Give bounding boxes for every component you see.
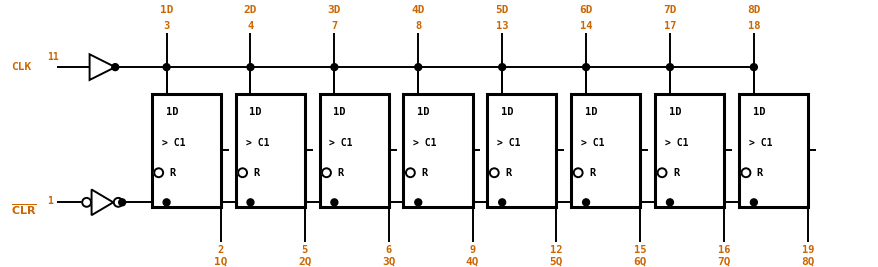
Text: 9: 9 [469, 245, 475, 255]
Text: 1Q: 1Q [214, 257, 227, 266]
FancyBboxPatch shape [571, 94, 640, 207]
Circle shape [163, 199, 169, 206]
Text: 17: 17 [663, 21, 675, 31]
Text: 1D: 1D [160, 5, 173, 15]
Circle shape [750, 64, 757, 70]
Circle shape [666, 64, 673, 70]
Circle shape [119, 199, 126, 206]
Text: 1D: 1D [585, 107, 597, 116]
Circle shape [741, 168, 750, 177]
Text: R: R [169, 168, 176, 178]
Circle shape [498, 199, 505, 206]
Text: R: R [421, 168, 427, 178]
Circle shape [330, 199, 337, 206]
Circle shape [247, 199, 254, 206]
Text: > C1: > C1 [162, 138, 185, 148]
FancyBboxPatch shape [654, 94, 723, 207]
Text: 1: 1 [47, 196, 53, 206]
Text: $\overline{\mathbf{CLR}}$: $\overline{\mathbf{CLR}}$ [11, 202, 36, 217]
Text: 18: 18 [747, 21, 759, 31]
Text: 6D: 6D [579, 5, 592, 15]
Circle shape [163, 64, 169, 70]
Text: 19: 19 [801, 245, 814, 255]
Text: R: R [588, 168, 594, 178]
Circle shape [247, 64, 254, 70]
Text: 6Q: 6Q [633, 257, 646, 266]
Circle shape [750, 199, 757, 206]
Text: 8D: 8D [746, 5, 759, 15]
Text: 7Q: 7Q [716, 257, 730, 266]
Text: 2D: 2D [243, 5, 257, 15]
Text: 5D: 5D [495, 5, 508, 15]
Circle shape [112, 64, 119, 70]
Circle shape [582, 64, 589, 70]
Circle shape [154, 168, 163, 177]
Text: 5: 5 [301, 245, 307, 255]
FancyBboxPatch shape [486, 94, 556, 207]
Text: CLK: CLK [11, 62, 31, 72]
Text: R: R [756, 168, 762, 178]
Text: 11: 11 [47, 52, 59, 62]
Circle shape [406, 168, 414, 177]
Circle shape [330, 64, 337, 70]
Text: 4: 4 [247, 21, 254, 31]
Text: R: R [337, 168, 343, 178]
Circle shape [113, 198, 123, 207]
Text: > C1: > C1 [413, 138, 436, 148]
Text: > C1: > C1 [748, 138, 772, 148]
Text: R: R [505, 168, 511, 178]
FancyBboxPatch shape [403, 94, 472, 207]
Text: 1D: 1D [668, 107, 680, 116]
Text: 1D: 1D [165, 107, 178, 116]
Text: 14: 14 [579, 21, 592, 31]
Circle shape [414, 64, 421, 70]
Text: 6: 6 [385, 245, 392, 255]
Text: 8Q: 8Q [801, 257, 814, 266]
Text: 1D: 1D [249, 107, 262, 116]
Text: > C1: > C1 [245, 138, 269, 148]
FancyBboxPatch shape [152, 94, 220, 207]
Text: 1D: 1D [417, 107, 429, 116]
Text: 5Q: 5Q [549, 257, 563, 266]
Text: 15: 15 [633, 245, 646, 255]
Text: 2: 2 [218, 245, 224, 255]
Text: 13: 13 [495, 21, 507, 31]
Text: > C1: > C1 [497, 138, 520, 148]
Circle shape [573, 168, 582, 177]
Text: 8: 8 [414, 21, 421, 31]
Text: R: R [253, 168, 259, 178]
Text: R: R [673, 168, 679, 178]
Text: 16: 16 [717, 245, 730, 255]
FancyBboxPatch shape [320, 94, 388, 207]
Circle shape [414, 199, 421, 206]
Text: 2Q: 2Q [298, 257, 311, 266]
Circle shape [657, 168, 666, 177]
Circle shape [498, 64, 505, 70]
Circle shape [238, 168, 247, 177]
Text: 3Q: 3Q [381, 257, 395, 266]
Text: 1D: 1D [333, 107, 346, 116]
Circle shape [582, 199, 589, 206]
Text: 4Q: 4Q [465, 257, 479, 266]
Text: 3: 3 [163, 21, 169, 31]
Circle shape [666, 199, 673, 206]
Text: 12: 12 [550, 245, 562, 255]
Text: > C1: > C1 [580, 138, 604, 148]
FancyBboxPatch shape [738, 94, 807, 207]
Text: 3D: 3D [327, 5, 341, 15]
Text: 1D: 1D [500, 107, 513, 116]
Text: 4D: 4D [411, 5, 425, 15]
Text: 7: 7 [331, 21, 337, 31]
Text: > C1: > C1 [665, 138, 687, 148]
Text: 7D: 7D [663, 5, 676, 15]
Text: > C1: > C1 [329, 138, 353, 148]
FancyBboxPatch shape [235, 94, 305, 207]
Text: 1D: 1D [752, 107, 765, 116]
Circle shape [489, 168, 498, 177]
Circle shape [321, 168, 330, 177]
Circle shape [83, 198, 91, 207]
